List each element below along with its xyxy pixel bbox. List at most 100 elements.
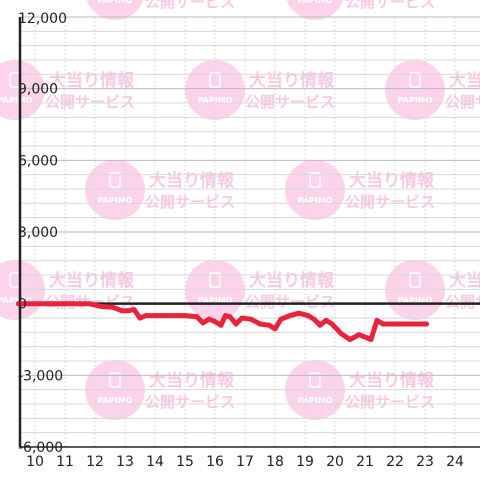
data-point (368, 337, 374, 342)
watermark-badge-text: PAPIMO (98, 196, 133, 205)
watermark-line1: 大当り情報 (449, 70, 480, 91)
data-point (223, 313, 228, 319)
data-point (407, 321, 413, 327)
x-tick-label: 18 (266, 454, 284, 470)
watermark-line1: 大当り情報 (449, 270, 480, 291)
data-point (167, 313, 173, 319)
data-point (278, 316, 284, 322)
watermark-line1: 大当り情報 (249, 70, 335, 91)
x-tick-label: 24 (446, 454, 464, 470)
data-point (110, 304, 116, 310)
watermark-line2: 公開サービス (245, 293, 335, 311)
x-tick-label: 20 (326, 454, 344, 470)
watermark-line2: 公開サービス (345, 0, 435, 11)
data-point (317, 322, 323, 328)
watermark-badge (385, 60, 445, 120)
watermark-line2: 公開サービス (145, 0, 235, 11)
data-point (272, 326, 278, 332)
watermark-badge-text: PAPIMO (0, 296, 33, 305)
watermark-badge-text: PAPIMO (298, 396, 333, 405)
watermark-badge-text: PAPIMO (398, 296, 433, 305)
x-tick-label: 22 (386, 454, 404, 470)
data-point (311, 316, 317, 322)
watermark-line1: 大当り情報 (149, 170, 235, 191)
data-point (86, 301, 92, 307)
data-point (287, 313, 293, 319)
x-tick-label: 13 (116, 454, 134, 470)
data-point (206, 316, 212, 322)
y-tick-label: 0 (18, 297, 27, 313)
watermark-badge-text: PAPIMO (398, 96, 433, 105)
x-tick-label: 23 (416, 454, 434, 470)
data-point (257, 321, 263, 327)
data-point (424, 321, 429, 327)
watermark-badge-text: PAPIMO (198, 96, 233, 105)
phone-icon (309, 372, 321, 388)
x-tick-label: 21 (356, 454, 374, 470)
watermark-line2: 公開サービス (345, 193, 435, 211)
data-point (152, 313, 158, 319)
data-point (182, 313, 188, 319)
data-point (131, 307, 137, 313)
data-point (392, 321, 398, 327)
data-point (296, 310, 302, 316)
phone-icon (109, 372, 121, 388)
data-point (338, 331, 344, 336)
watermark-line2: 公開サービス (45, 93, 135, 111)
watermark-badge (286, 0, 344, 20)
watermark-badge-text: PAPIMO (298, 0, 333, 5)
watermark-badge (86, 0, 144, 20)
watermark-line1: 大当り情報 (349, 170, 435, 191)
data-point (305, 313, 311, 319)
data-point (356, 332, 362, 338)
data-point (347, 337, 353, 342)
watermark-badge-text: PAPIMO (98, 396, 133, 405)
y-tick-label: -6,000 (18, 440, 63, 456)
data-point (137, 315, 143, 321)
data-point (233, 321, 239, 327)
data-point (362, 334, 368, 340)
watermark-badge-text: PAPIMO (98, 0, 133, 5)
y-tick-label: 3,000 (18, 225, 58, 241)
watermark-badge-text: PAPIMO (298, 196, 333, 205)
watermark-line1: 大当り情報 (49, 270, 135, 291)
data-point (47, 301, 53, 307)
data-point (194, 314, 200, 320)
watermark-line1: 大当り情報 (149, 370, 235, 391)
phone-icon (409, 72, 421, 88)
x-tick-label: 11 (56, 454, 74, 470)
data-point (266, 322, 272, 328)
watermark-badge (0, 60, 45, 120)
data-point (374, 317, 380, 323)
phone-icon (109, 172, 121, 188)
series-layer (16, 301, 429, 342)
watermark-badge-text: PAPIMO (0, 96, 33, 105)
y-tick-label: 6,000 (18, 153, 58, 169)
watermark-line1: 大当り情報 (49, 70, 135, 91)
data-point (239, 315, 245, 321)
x-tick-label: 10 (26, 454, 44, 470)
phone-icon (409, 272, 421, 288)
x-tick-label: 19 (296, 454, 314, 470)
watermark-line1: 大当り情報 (349, 370, 435, 391)
data-point (323, 317, 329, 323)
data-point (32, 301, 38, 307)
x-tick-label: 15 (176, 454, 194, 470)
phone-icon (309, 172, 321, 188)
data-point (77, 301, 83, 307)
watermark-line2: 公開サービス (445, 93, 480, 111)
data-point (212, 319, 218, 325)
watermark-badge (385, 260, 445, 320)
watermark-badge-text: PAPIMO (198, 296, 233, 305)
y-tick-label: 9,000 (18, 82, 58, 98)
x-tick-label: 14 (146, 454, 164, 470)
data-point (119, 308, 125, 314)
